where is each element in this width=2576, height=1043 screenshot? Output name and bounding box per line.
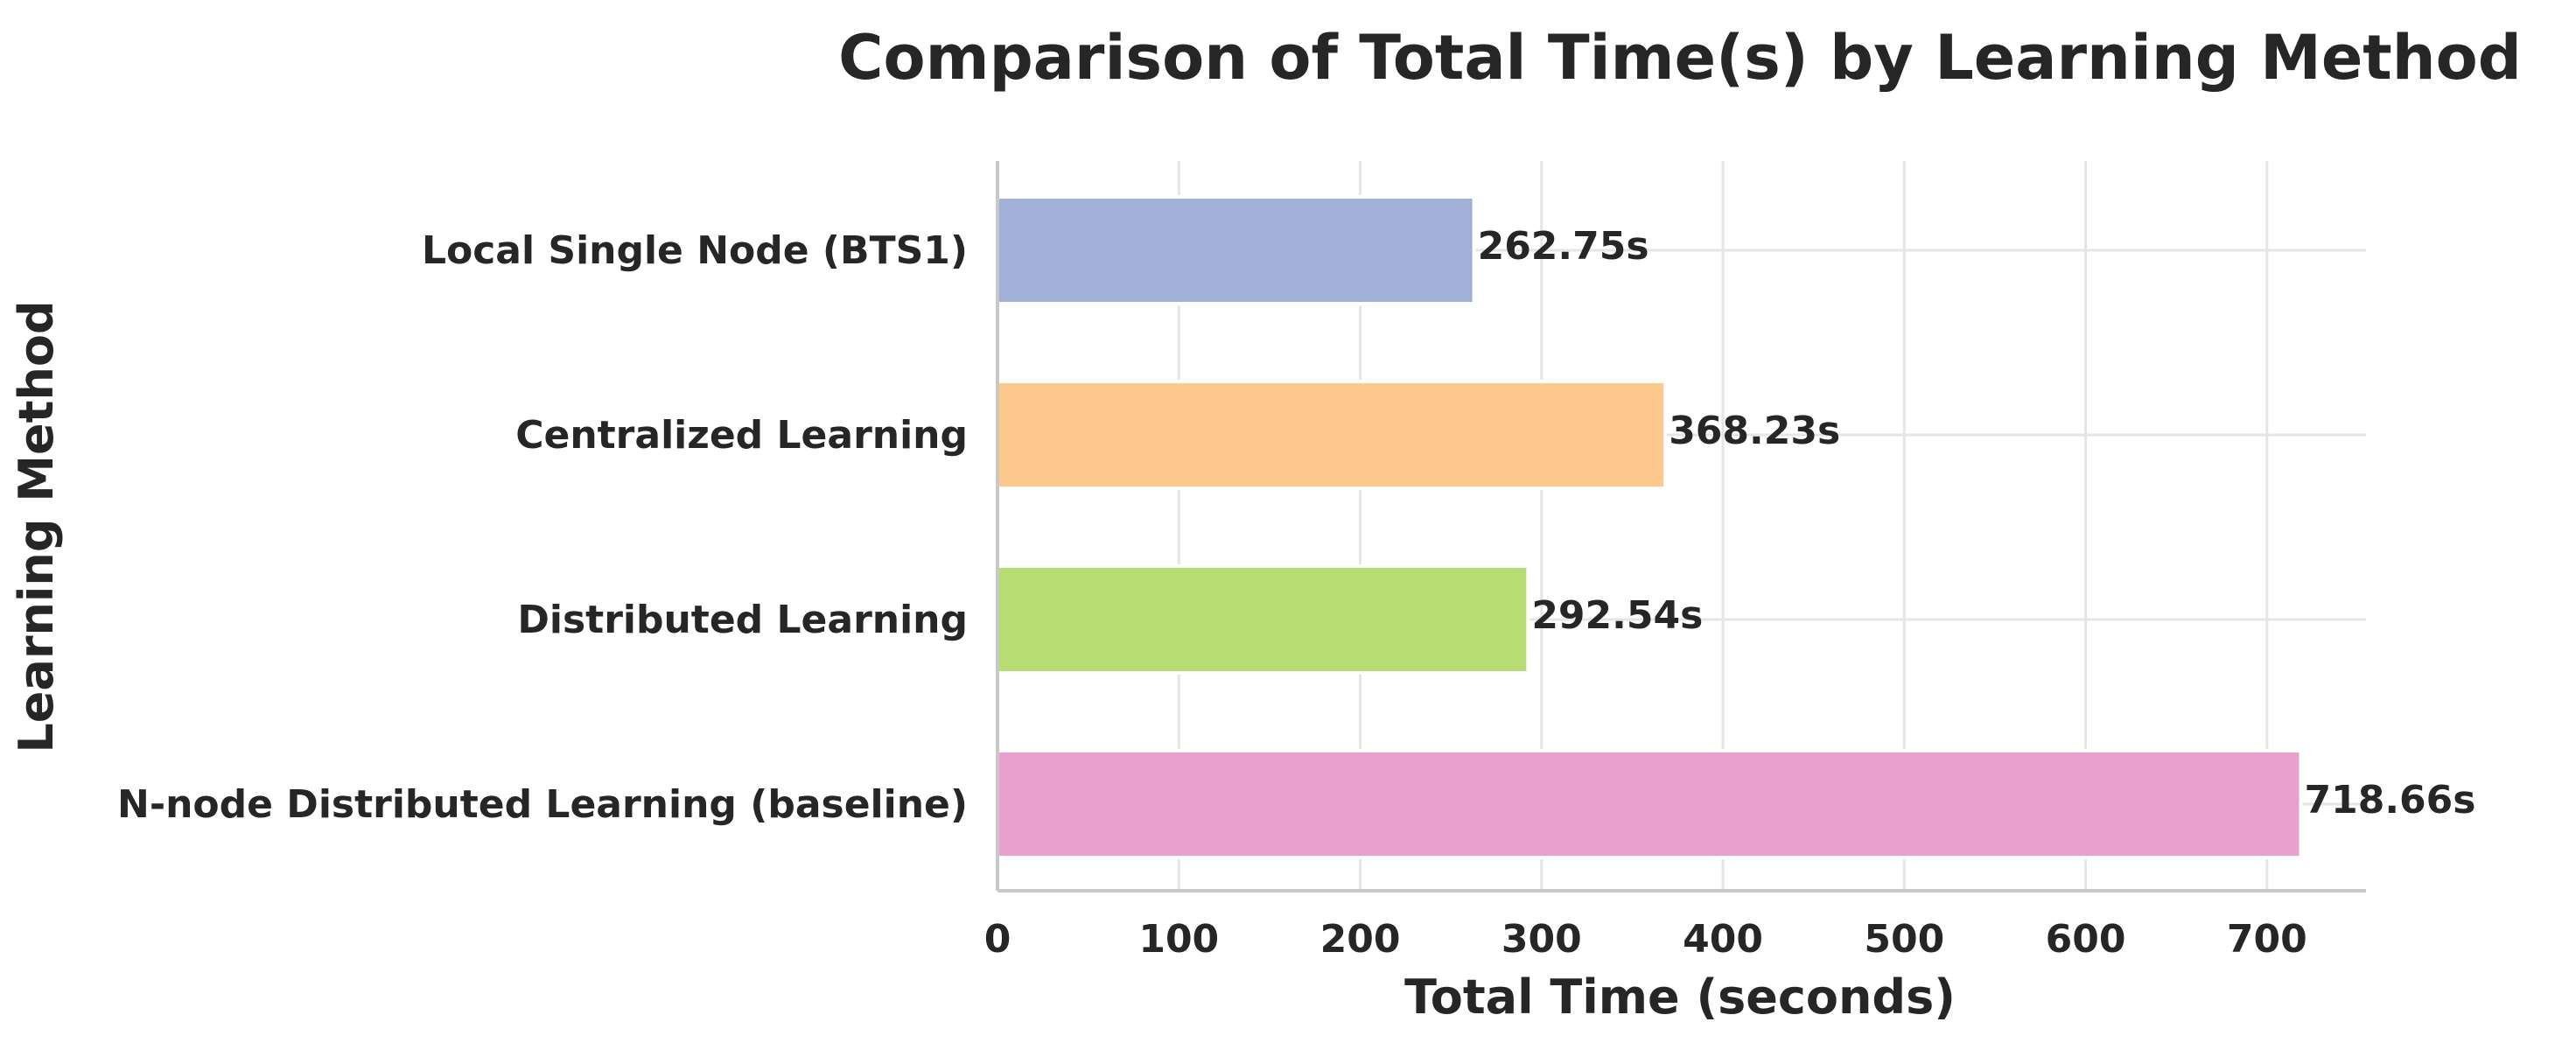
bar <box>996 380 1668 490</box>
axes <box>996 161 2366 892</box>
y-tick-label: Distributed Learning <box>517 598 968 642</box>
data-labels: 262.75s 368.23s 292.54s 718.66s <box>1478 224 2476 822</box>
y-axis-label: Learning Method <box>9 300 64 752</box>
y-tick-label: N-node Distributed Learning (baseline) <box>117 782 968 827</box>
bars <box>996 195 2303 859</box>
bar <box>996 564 1530 675</box>
data-label: 262.75s <box>1478 224 1649 269</box>
data-label: 718.66s <box>2305 778 2476 822</box>
x-tick-label: 300 <box>1502 917 1582 962</box>
y-tick-label: Centralized Learning <box>515 413 968 458</box>
y-tick-label: Local Single Node (BTS1) <box>422 228 968 273</box>
chart-title: Comparison of Total Time(s) by Learning … <box>838 22 2522 94</box>
data-label: 368.23s <box>1669 409 1840 453</box>
y-tick-labels: Local Single Node (BTS1) Centralized Lear… <box>117 228 968 827</box>
x-tick-label: 200 <box>1320 917 1401 962</box>
x-tick-label: 500 <box>1864 917 1944 962</box>
bar <box>996 195 1476 305</box>
x-tick-label: 600 <box>2046 917 2126 962</box>
bar <box>996 749 2303 859</box>
x-tick-labels: 0 100 200 300 400 500 600 700 <box>984 917 2307 962</box>
x-tick-label: 0 <box>984 917 1012 962</box>
x-axis-label: Total Time (seconds) <box>1404 970 1956 1025</box>
x-tick-label: 100 <box>1138 917 1219 962</box>
data-label: 292.54s <box>1531 593 1703 638</box>
x-tick-label: 700 <box>2227 917 2307 962</box>
x-tick-label: 400 <box>1683 917 1763 962</box>
